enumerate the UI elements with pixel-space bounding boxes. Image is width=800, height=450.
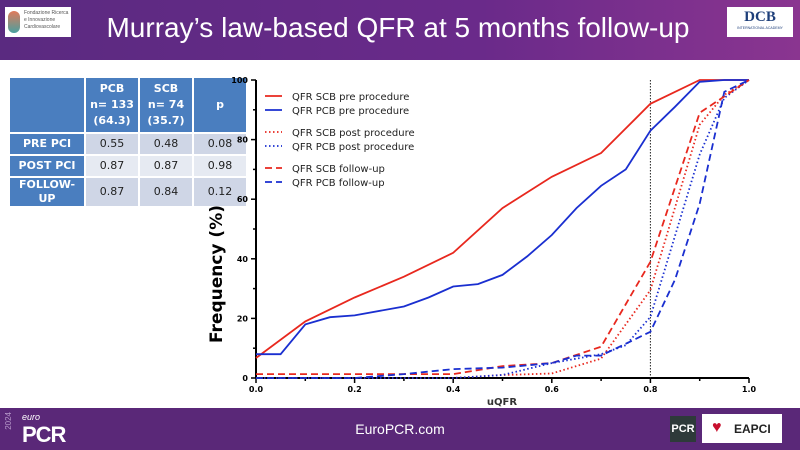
series-line-1 bbox=[256, 79, 749, 356]
legend-label: QFR PCB follow-up bbox=[292, 178, 385, 189]
series-line-3 bbox=[256, 79, 750, 379]
x-tick-label: 0.8 bbox=[643, 385, 658, 394]
slide-footer: 2024 euro PCR EuroPCR.com PCR ♥ EAPCI bbox=[0, 408, 800, 450]
y-tick-label: 20 bbox=[237, 314, 249, 323]
dcb-logo: DCB INTERNATIONAL ACADEMY bbox=[727, 7, 793, 37]
table-row: POST PCI 0.87 0.87 0.98 bbox=[10, 156, 246, 176]
europcr-logo: PCR bbox=[22, 422, 66, 447]
legend-label: QFR SCB follow-up bbox=[292, 164, 385, 175]
legend-label: QFR SCB pre procedure bbox=[292, 92, 409, 103]
series-line-0 bbox=[255, 79, 749, 359]
row-label: FOLLOW-UP bbox=[10, 178, 84, 206]
cell: 0.84 bbox=[140, 178, 192, 206]
dcb-subtext: INTERNATIONAL ACADEMY bbox=[737, 26, 783, 30]
eapci-logo: ♥ EAPCI bbox=[702, 414, 782, 443]
x-tick-label: 0.4 bbox=[446, 385, 461, 394]
empty-header bbox=[10, 78, 84, 132]
series-line-5 bbox=[256, 79, 750, 379]
heart-icon: ♥ bbox=[712, 419, 722, 436]
y-axis-label: Frequency (%) bbox=[207, 205, 227, 343]
cell: 0.87 bbox=[86, 156, 138, 176]
x-tick-label: 0.2 bbox=[348, 385, 362, 394]
x-tick-label: 1.0 bbox=[742, 385, 757, 394]
x-tick-label: 0.0 bbox=[249, 385, 264, 394]
legend-label: QFR PCB pre procedure bbox=[292, 106, 409, 117]
fondazione-logo: Fondazione Ricerca e Innovazione Cardiov… bbox=[5, 7, 71, 37]
p-header: p bbox=[194, 78, 246, 132]
cell: 0.55 bbox=[86, 134, 138, 154]
x-tick-label: 0.6 bbox=[545, 385, 560, 394]
hearts-icon bbox=[8, 11, 20, 33]
legend-label: QFR PCB post procedure bbox=[292, 142, 414, 153]
row-label: PRE PCI bbox=[10, 134, 84, 154]
x-axis-label: uQFR bbox=[487, 397, 517, 408]
y-tick-label: 40 bbox=[237, 255, 249, 264]
y-tick-label: 0 bbox=[242, 374, 248, 383]
pcb-header: PCB n= 133 (64.3) bbox=[86, 78, 138, 132]
cell: 0.12 bbox=[194, 178, 246, 206]
pcr-badge: PCR bbox=[670, 416, 696, 442]
table-header-row: PCB n= 133 (64.3) SCB n= 74 (35.7) p bbox=[10, 78, 246, 132]
row-label: POST PCI bbox=[10, 156, 84, 176]
slide-title: Murray’s law-based QFR at 5 months follo… bbox=[106, 12, 690, 43]
scb-header: SCB n= 74 (35.7) bbox=[140, 78, 192, 132]
cell: 0.98 bbox=[194, 156, 246, 176]
cell: 0.48 bbox=[140, 134, 192, 154]
series-line-4 bbox=[256, 79, 750, 375]
cell: 0.08 bbox=[194, 134, 246, 154]
table-row: FOLLOW-UP 0.87 0.84 0.12 bbox=[10, 178, 246, 206]
cell: 0.87 bbox=[86, 178, 138, 206]
eapci-text: EAPCI bbox=[734, 422, 771, 436]
cell: 0.87 bbox=[140, 156, 192, 176]
website-link[interactable]: EuroPCR.com bbox=[355, 421, 445, 437]
legend-label: QFR SCB post procedure bbox=[292, 128, 415, 139]
table-row: PRE PCI 0.55 0.48 0.08 bbox=[10, 134, 246, 154]
dcb-text: DCB bbox=[744, 9, 776, 25]
logo-text: Fondazione Ricerca e Innovazione Cardiov… bbox=[24, 10, 69, 30]
results-table: PCB n= 133 (64.3) SCB n= 74 (35.7) p PRE PCI… bbox=[8, 76, 248, 208]
euro-text: euro bbox=[22, 412, 41, 422]
series-line-2 bbox=[256, 79, 750, 379]
slide-header: Fondazione Ricerca e Innovazione Cardiov… bbox=[0, 0, 800, 60]
